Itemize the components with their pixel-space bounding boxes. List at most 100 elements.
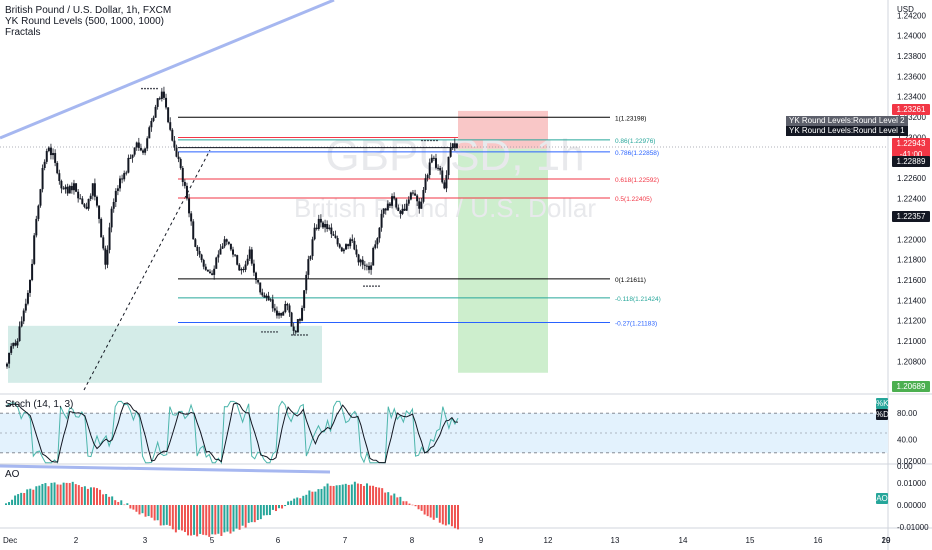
price-tick-16: 1.21000 (897, 337, 926, 346)
candle-body (321, 222, 324, 228)
candle-body (303, 290, 306, 308)
ao-bar (223, 505, 226, 533)
ao-bar (265, 505, 268, 516)
ao-bar (159, 505, 162, 526)
candle-body (160, 91, 163, 99)
candle-body (250, 249, 253, 264)
stoch-label[interactable]: Stoch (14, 1, 3) (5, 399, 74, 410)
ao-bar (41, 483, 44, 505)
candle-body (171, 129, 174, 141)
symbol-title[interactable]: British Pound / U.S. Dollar, 1h, FXCM (5, 5, 172, 16)
ao-bar (411, 504, 414, 506)
ao-bar (423, 505, 426, 515)
candle-body (83, 204, 86, 207)
candle-body (305, 274, 308, 291)
candle-body (181, 168, 184, 183)
ao-bar (332, 486, 335, 505)
candle-body (188, 198, 191, 214)
candle-body (345, 244, 347, 250)
candle-body (8, 352, 11, 364)
ao-bar (381, 488, 384, 505)
candle-body (374, 244, 377, 248)
ao-bar (338, 485, 341, 505)
ao-bar (299, 498, 302, 505)
time-tick-1: 2 (74, 536, 79, 545)
ao-bar (287, 501, 290, 505)
ao-bar (26, 489, 29, 505)
ao-bar (89, 487, 92, 505)
candle-body (190, 213, 193, 222)
ao-bar (126, 503, 129, 505)
ao-bar (156, 505, 159, 521)
ao-bar (29, 488, 32, 505)
ao-bar (17, 494, 20, 505)
indicator-fractals[interactable]: Fractals (5, 27, 41, 38)
candle-body (361, 259, 364, 265)
ao-bar (214, 505, 217, 535)
ao-bar (326, 483, 329, 505)
candle-body (397, 207, 400, 212)
candle-body (81, 198, 84, 205)
candle-body (309, 256, 312, 260)
fib-level-label-5: 0(1.21611) (615, 277, 646, 284)
candle-body (296, 319, 299, 333)
candle-body (49, 147, 52, 156)
ao-bar (341, 484, 344, 505)
ao-bar (120, 500, 123, 505)
fractal-dot (300, 334, 302, 336)
ao-bar (183, 505, 186, 532)
ao-bar (244, 505, 247, 528)
candle-body (420, 201, 423, 209)
candle-body (351, 239, 354, 241)
candle-body (192, 221, 195, 240)
fractal-dot (144, 87, 146, 90)
ao-bar (56, 484, 59, 505)
fib-level-label-1: 0.86(1.22976) (615, 138, 655, 145)
time-tick-7: 9 (479, 536, 484, 545)
candle-body (236, 255, 239, 265)
fractal-dot (270, 331, 272, 333)
candle-body (72, 183, 75, 191)
candle-body (24, 303, 27, 311)
ao-bar (302, 495, 305, 505)
ao-bar (168, 505, 171, 526)
fractal-dot (375, 285, 377, 287)
ao-bar (305, 494, 308, 505)
candle-body (223, 239, 226, 247)
stoch-d-line (5, 402, 459, 464)
candle-body (219, 248, 222, 255)
candle-body (328, 227, 331, 229)
ao-bar (14, 495, 17, 505)
candle-body (198, 250, 201, 255)
time-tick-2: 3 (143, 536, 148, 545)
candle-body (267, 295, 270, 301)
fractal-dot (261, 331, 263, 333)
candle-body (265, 295, 268, 298)
candle-body (432, 157, 435, 159)
ao-bar (99, 489, 102, 505)
price-tick-15: 1.21200 (897, 317, 926, 326)
ao-bar (187, 505, 190, 536)
indicator-round-levels[interactable]: YK Round Levels (500, 1000, 1000) (5, 16, 164, 27)
candle-body (443, 182, 446, 189)
candle-body (156, 98, 159, 107)
candle-body (340, 247, 343, 252)
currency-label: USD (897, 5, 914, 14)
ao-bar (329, 485, 332, 505)
candle-body (428, 162, 431, 176)
fractal-dot (156, 87, 158, 90)
price-tick-17: 1.20800 (897, 357, 926, 366)
ao-bar (59, 484, 62, 505)
ao-bar (396, 497, 399, 505)
candle-body (424, 178, 427, 190)
candle-body (326, 224, 329, 229)
candle-body (407, 199, 410, 204)
ao-bar (344, 483, 347, 505)
candle-body (169, 122, 172, 130)
ao-bar (420, 505, 423, 511)
ao-bar (196, 505, 199, 537)
ao-label[interactable]: AO (5, 469, 20, 480)
fractal-dot (153, 87, 155, 90)
ao-bar (150, 505, 153, 518)
